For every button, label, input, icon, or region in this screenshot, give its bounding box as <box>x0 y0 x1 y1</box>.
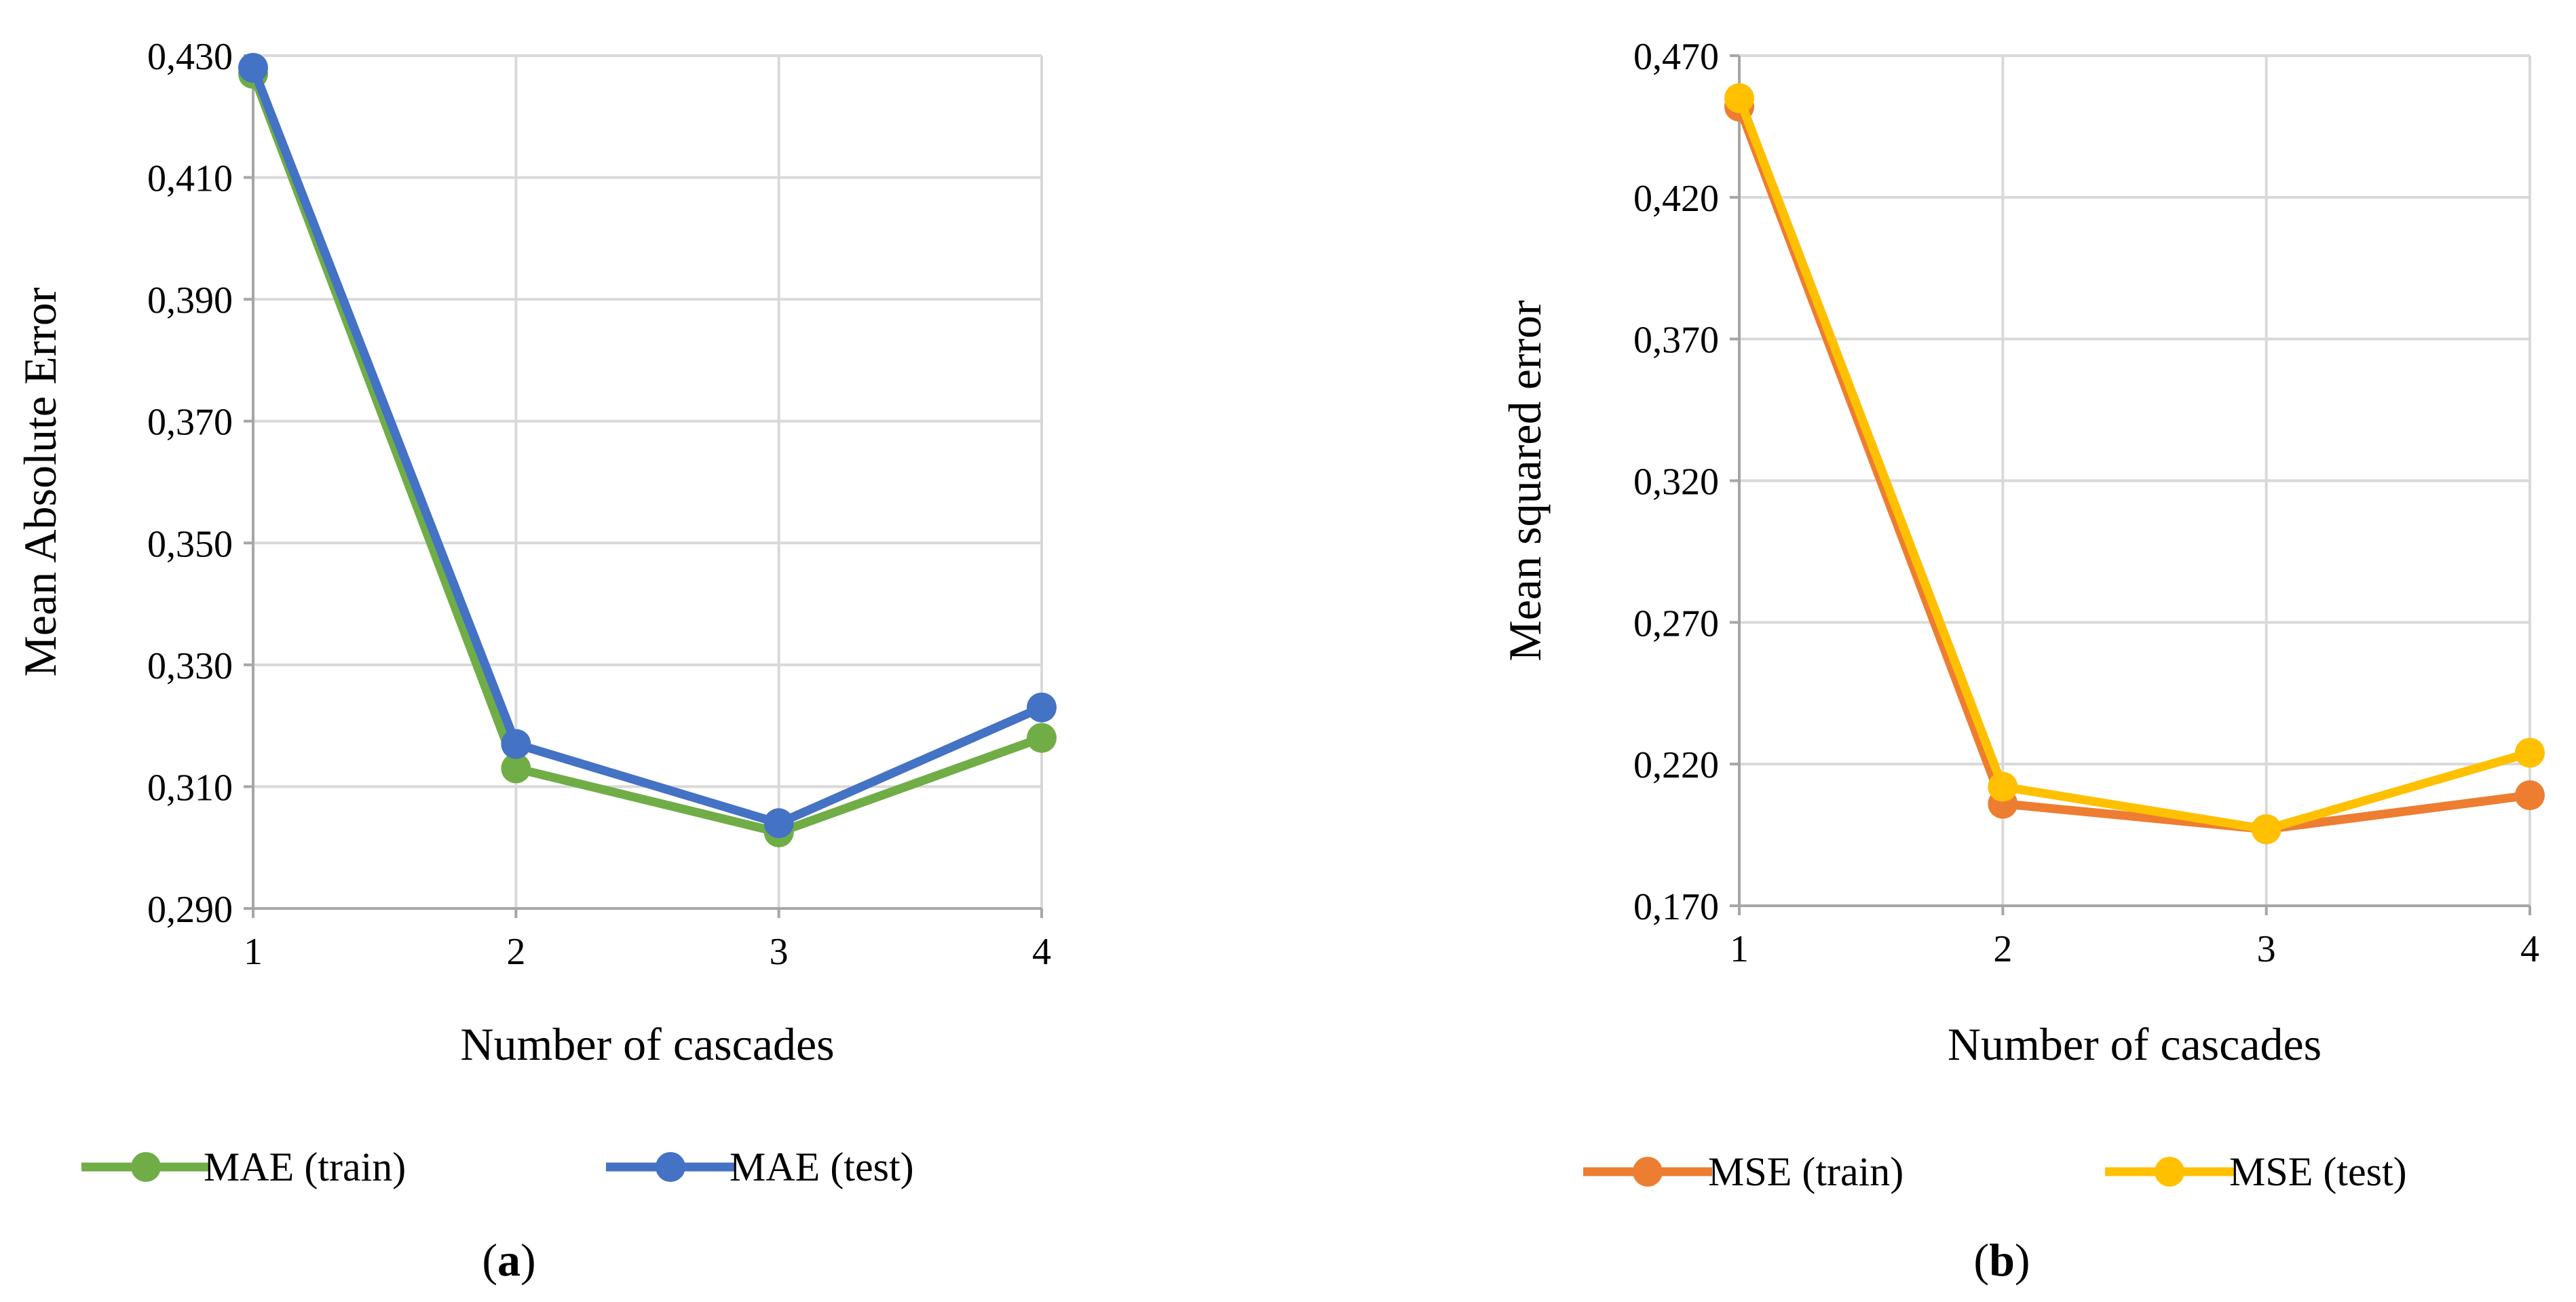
x-tick-label: 2 <box>1993 928 2012 970</box>
y-tick-label: 0,310 <box>147 767 233 809</box>
series-line <box>248 69 1046 837</box>
legend-marker <box>2155 1157 2184 1187</box>
y-axis-title: Mean Absolute Error <box>14 287 66 676</box>
caption-letter: a <box>497 1234 520 1286</box>
panel-caption: (b) <box>1973 1234 2030 1286</box>
legend-item: MAE (train) <box>81 1145 406 1189</box>
x-tick-label: 4 <box>2520 928 2539 970</box>
series-mae-test <box>238 52 1057 839</box>
y-tick-label: 0,470 <box>1633 36 1719 78</box>
x-tick-label: 2 <box>506 931 525 973</box>
x-tick-label: 3 <box>2257 928 2276 970</box>
y-tick-label: 0,390 <box>147 280 233 322</box>
caption-open-paren: ( <box>1973 1234 1989 1286</box>
chart-panel-a: 0,290 0,310 0,330 0,350 0,370 0,390 0,410 0,430… <box>14 36 1057 1286</box>
y-tick-label: 0,420 <box>1633 178 1719 220</box>
series-line <box>1735 94 2535 834</box>
y-axis-title: Mean squared error <box>1499 300 1551 662</box>
y-tick-label: 0,370 <box>1633 320 1719 362</box>
series-mse-train <box>1724 92 2545 845</box>
y-tick-label: 0,170 <box>1633 886 1719 928</box>
data-point <box>1724 83 1754 113</box>
x-axis-title: Number of cascades <box>1948 1018 2322 1070</box>
y-tick-label: 0,220 <box>1633 744 1719 786</box>
legend-item: MSE (test) <box>2105 1149 2407 1194</box>
data-point <box>2515 738 2545 768</box>
x-tick-label: 3 <box>770 931 789 973</box>
chart-panel-b: 0,170 0,220 0,270 0,320 0,370 0,420 0,470 1 2 3 4 N… <box>1499 36 2545 1286</box>
legend-label: MSE (test) <box>2229 1149 2407 1194</box>
legend-marker <box>131 1152 161 1182</box>
series-line <box>248 63 1046 828</box>
caption-open-paren: ( <box>482 1234 497 1286</box>
data-point <box>238 52 268 83</box>
data-point <box>1027 692 1057 723</box>
data-point <box>501 753 531 784</box>
legend-marker <box>656 1152 685 1182</box>
panel-caption: (a) <box>482 1234 535 1286</box>
y-tick-label: 0,290 <box>147 889 233 931</box>
legend: MAE (train) MAE (test) <box>81 1145 914 1189</box>
x-tick-label: 4 <box>1032 931 1051 973</box>
caption-close-paren: ) <box>2015 1234 2030 1286</box>
y-tick-label: 0,350 <box>147 523 233 565</box>
x-tick-label: 1 <box>1730 928 1749 970</box>
legend-item: MAE (test) <box>606 1145 914 1189</box>
y-tick-label: 0,410 <box>147 158 233 200</box>
y-tick-label: 0,320 <box>1633 461 1719 503</box>
legend-label: MAE (test) <box>730 1145 914 1189</box>
legend-label: MAE (train) <box>204 1145 406 1189</box>
x-tick-label: 1 <box>244 931 263 973</box>
y-tick-label: 0,430 <box>147 36 233 78</box>
data-point <box>763 808 794 839</box>
data-point <box>2515 780 2545 811</box>
caption-close-paren: ) <box>520 1234 536 1286</box>
y-tick-label: 0,330 <box>147 645 233 687</box>
legend: MSE (train) MSE (test) <box>1583 1149 2407 1194</box>
data-point <box>1027 723 1057 753</box>
legend-label: MSE (train) <box>1708 1149 1903 1194</box>
y-tick-label: 0,370 <box>147 402 233 444</box>
series-mse-test <box>1724 83 2545 845</box>
caption-letter: b <box>1989 1234 2015 1286</box>
data-point <box>1988 771 2018 802</box>
series-line <box>1735 102 2535 834</box>
x-axis-title: Number of cascades <box>460 1018 834 1070</box>
y-tick-label: 0,270 <box>1633 602 1719 645</box>
legend-item: MSE (train) <box>1583 1149 1903 1194</box>
data-point <box>2251 814 2281 845</box>
legend-marker <box>1633 1157 1663 1187</box>
data-point <box>501 729 531 759</box>
